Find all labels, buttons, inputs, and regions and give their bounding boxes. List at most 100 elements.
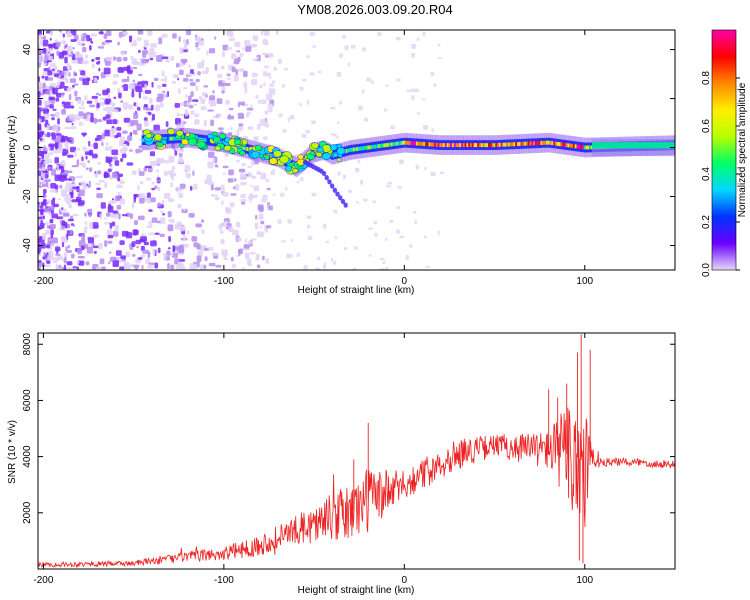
spectrogram-noise-cell [142,249,150,254]
spectrogram-noise-cell [249,198,252,203]
spectrogram-noise-cell [49,218,54,224]
spectrogram-noise-cell [411,53,416,58]
spectrogram-noise-cell [387,181,393,185]
spectrogram-noise-cell [330,133,335,136]
spectrogram-noise-cell [68,93,72,101]
spectrogram-noise-cell [197,251,203,257]
spectrogram-noise-cell [69,229,73,235]
spectrogram-ridge-core [388,142,392,147]
spectrogram-noise-cell [177,246,185,254]
spectrogram-ridge-core [405,140,409,145]
spectrogram-noise-cell [241,267,245,270]
spectrogram-noise-cell [38,119,42,122]
snr-ytick-label: 8000 [22,333,33,356]
spectrogram-noise-cell [38,124,42,131]
spectrogram-noise-cell [147,232,155,235]
spectrogram-noise-cell [67,54,73,57]
spectrogram-noise-cell [244,238,247,244]
spectrogram-noise-cell [275,30,279,35]
spectrogram-noise-cell [214,164,219,168]
spectrogram-noise-cell [70,105,75,109]
spectrogram-noise-cell [139,149,143,153]
snr-marks [38,334,675,569]
spectrogram-noise-cell [250,104,253,108]
spectrogram-noise-cell [56,50,60,56]
spectrogram-noise-cell [437,230,440,236]
spectrogram-ridge-core [549,140,553,145]
spectrogram-noise-cell [86,34,91,42]
spectrogram-noise-cell [81,234,86,242]
spectrogram-noise-cell [151,113,155,121]
spectrogram-ridge-core [529,141,533,146]
spectrogram-noise-cell [127,135,133,142]
spectrogram-noise-cell [94,137,98,142]
spectrogram-noise-cell [243,244,250,249]
spectrogram-branch-cell [332,187,338,193]
spectrogram-ridge-blob [264,155,270,160]
spectrogram-ridge-blob [279,155,290,164]
colorbar-label: Normalized spectral amplitude [737,82,748,217]
spectrogram-noise-cell [222,172,226,175]
spectrogram-noise-cell [120,51,126,56]
spectrogram-noise-cell [81,156,84,162]
spectrogram-noise-cell [116,126,122,131]
spectrogram-ridge-core [553,141,557,146]
spectrogram-noise-cell [195,223,203,228]
spectrogram-noise-cell [409,244,413,248]
spectrogram-noise-cell [72,213,79,217]
spectrogram-noise-cell [230,193,237,196]
spectrogram-ridge-core [468,143,472,148]
spectrogram-noise-cell [96,187,101,191]
spectrogram-noise-cell [48,56,53,61]
spectrogram-noise-cell [133,39,137,46]
spectrogram-noise-cell [59,175,65,182]
spectrogram-noise-cell [120,255,127,260]
spectrogram-noise-cell [86,111,91,115]
spectrogram-noise-cell [269,83,274,88]
spectrogram-noise-cell [97,46,104,49]
spectrogram-ridge-core [484,143,488,148]
spectrogram-noise-cell [43,198,47,205]
spectrogram-ytick-label: 0 [22,144,33,150]
spectrogram-ridge-core [439,143,443,148]
spectrogram-noise-cell [103,172,110,178]
spectrogram-noise-cell [47,146,51,151]
spectrogram-noise-cell [52,150,59,154]
spectrogram-noise-cell [80,245,85,251]
spectrogram-noise-cell [122,31,129,36]
spectrogram-noise-cell [131,91,135,98]
spectrogram-noise-cell [97,161,101,165]
spectrogram-noise-cell [159,233,165,238]
spectrogram-noise-cell [123,117,131,123]
spectrogram-ridge-core [446,143,450,148]
spectrogram-noise-cell [90,33,98,37]
spectrogram-ridge-core [369,145,373,150]
spectrogram-noise-cell [57,118,60,125]
spectrogram-ridge-core [387,142,391,147]
spectrogram-ridge-core [397,141,401,146]
spectrogram-noise-cell [154,160,160,163]
spectrogram-noise-cell [86,100,93,104]
spectrogram-noise-cell [123,56,128,62]
spectrogram-noise-cell [38,112,41,118]
spectrogram-ridge-core [569,143,573,148]
spectrogram-ridge-core [206,138,210,143]
spectrogram-noise-cell [153,124,160,131]
spectrogram-ridge-core [471,143,475,148]
spectrogram-noise-cell [430,171,436,177]
spectrogram-noise-cell [122,102,129,109]
spectrogram-noise-cell [309,31,315,36]
spectrogram-noise-cell [47,237,52,244]
spectrogram-noise-cell [139,180,144,185]
spectrogram-noise-cell [84,95,88,101]
spectrogram-noise-cell [56,165,59,172]
spectrogram-ridge-core [450,143,454,148]
spectrogram-ridge-core [452,143,456,148]
spectrogram-ridge-core [572,144,576,149]
spectrogram-noise-cell [38,99,42,106]
spectrogram-noise-cell [110,145,113,148]
spectrogram-noise-cell [61,152,67,156]
spectrogram-noise-cell [195,42,199,48]
spectrogram-noise-cell [38,84,44,91]
spectrogram-noise-cell [65,182,72,186]
